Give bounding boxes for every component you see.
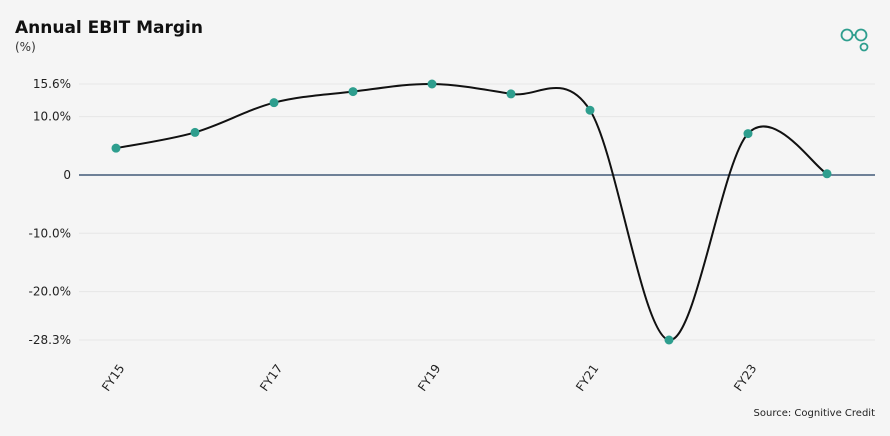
data-point — [743, 129, 753, 139]
series-line — [115, 82, 828, 342]
data-point — [269, 98, 279, 108]
x-tick-label: FY19 — [415, 362, 443, 394]
x-tick-label: FY15 — [99, 362, 127, 394]
y-tick-label: 0 — [63, 168, 71, 182]
data-point — [111, 143, 121, 153]
x-tick-label: FY23 — [731, 362, 759, 394]
x-tick-label: FY21 — [573, 362, 601, 394]
source-note: Source: Cognitive Credit — [753, 408, 875, 419]
chart-title: Annual EBIT Margin — [15, 18, 203, 38]
grid-lines — [79, 83, 875, 341]
x-tick-label: FY17 — [257, 362, 285, 394]
data-point — [585, 105, 595, 115]
data-point — [348, 87, 358, 97]
chart-subtitle: (%) — [15, 40, 36, 54]
data-point — [190, 127, 200, 137]
y-tick-label: 10.0% — [33, 110, 71, 124]
data-point — [427, 79, 437, 89]
y-tick-label: -10.0% — [29, 226, 71, 240]
y-axis-ticks: 15.6% 10.0% 0 -10.0% -20.0% -28.3% — [29, 77, 71, 347]
y-tick-label: -28.3% — [29, 333, 71, 347]
data-point — [822, 169, 832, 179]
data-points — [111, 79, 832, 345]
cognitive-credit-logo-icon — [840, 27, 870, 57]
x-axis-ticks: FY15 FY17 FY19 FY21 FY23 — [99, 362, 759, 394]
y-tick-label: -20.0% — [29, 285, 71, 299]
data-point — [506, 89, 516, 99]
y-tick-label: 15.6% — [33, 77, 71, 91]
data-point — [664, 335, 674, 345]
